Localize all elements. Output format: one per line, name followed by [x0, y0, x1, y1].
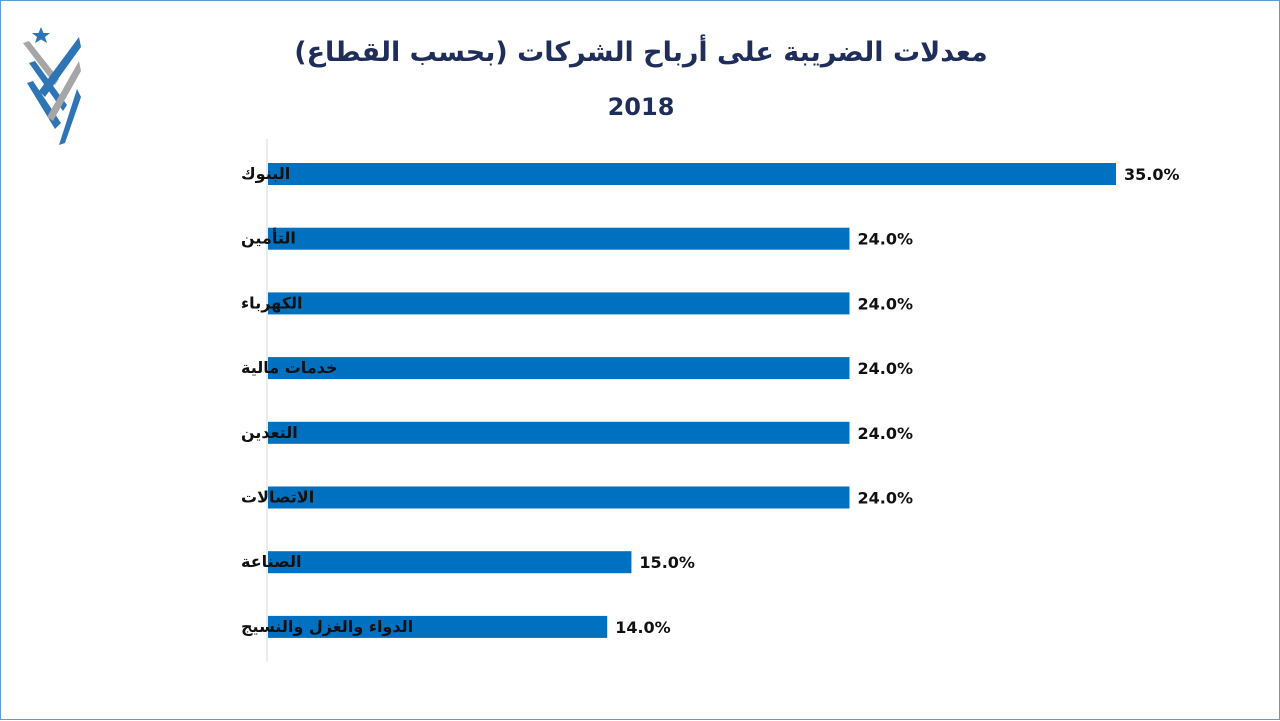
- bar: [268, 163, 1116, 185]
- data-label: 15.0%: [639, 553, 695, 572]
- category-label: خدمات مالية: [241, 358, 338, 377]
- bar: [268, 551, 632, 574]
- bar: [268, 615, 608, 638]
- data-label: 24.0%: [857, 294, 913, 313]
- chart-subtitle: 2018: [607, 93, 675, 121]
- category-label: التعدين: [241, 423, 298, 442]
- star-icon: [32, 27, 50, 43]
- data-label: 24.0%: [857, 230, 913, 249]
- data-label: 14.0%: [615, 618, 671, 637]
- data-label: 24.0%: [857, 489, 913, 508]
- bar: [268, 227, 850, 250]
- bar: [268, 292, 850, 315]
- category-label: الكهرباء: [241, 293, 303, 312]
- category-label: الصناعة: [241, 552, 301, 571]
- emblem-logo: [23, 27, 81, 145]
- bar: [268, 486, 850, 509]
- data-label: 24.0%: [857, 359, 913, 378]
- data-label: 35.0%: [1124, 165, 1180, 184]
- chart-title: معدلات الضريبة على أرباح الشركات (بحسب ا…: [294, 37, 988, 68]
- bar: [268, 421, 850, 444]
- category-label: الاتصالات: [241, 488, 314, 507]
- category-label: البنوك: [241, 164, 290, 183]
- category-label: التأمين: [241, 228, 296, 248]
- category-label: الدواء والغزل والنسيج: [241, 617, 413, 636]
- bar: [268, 357, 850, 380]
- data-label: 24.0%: [857, 424, 913, 443]
